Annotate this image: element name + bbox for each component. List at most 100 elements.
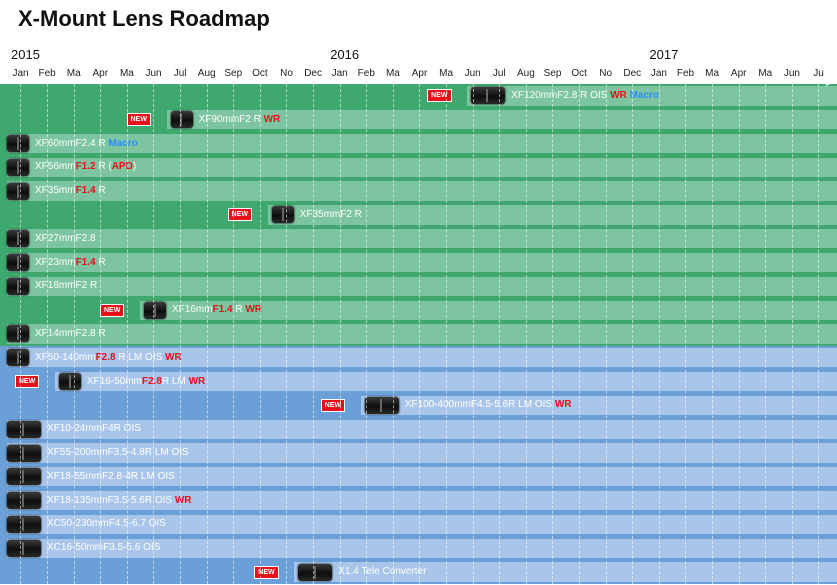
lens-name: XF56mmF1.2 R (APD) [35,161,137,173]
lens-row: XF50-140mmF2.8 R LM OIS WR [0,345,837,370]
lens-availability-bar [7,443,837,463]
month-gridline [259,84,261,584]
lens-icon [170,111,193,129]
month-label: Oct [252,68,268,79]
lens-name: XF27mmF2.8 [35,232,96,244]
lens-icon [7,230,29,248]
month-label: No [280,68,293,79]
lens-availability-bar [7,419,837,439]
lens-row: NEW XF16mmF1.4 R WR [0,298,837,323]
lens-row: NEW X1.4 Tele Converter [0,560,837,584]
month-gridline [419,84,421,584]
lens-name: XF55-200mmF3.5-4.8R LM OIS [47,447,189,459]
lens-name: XC16-50mmF3.5-5.6 OIS [47,542,161,554]
month-label: No [599,68,613,79]
lens-row: XF18-135mmF3.5-5.6R OIS WR [0,488,837,513]
month-label: Ma [119,68,134,79]
month-label: Ma [439,68,454,79]
lens-availability-bar [7,491,837,511]
month-label: Jan [331,68,348,79]
month-label: Jun [464,68,481,79]
lens-row: XF60mmF2.4 R Macro [0,131,837,156]
lens-icon [7,182,29,200]
month-gridline [552,84,554,584]
month-label: Dec [304,68,322,79]
month-label: Sep [224,68,243,79]
lens-row: XC50-230mmF4.5-6.7 OIS [0,512,837,537]
page-title: X-Mount Lens Roadmap [18,6,270,31]
month-gridline [153,84,155,584]
month-gridline [578,84,580,584]
lens-availability-bar [360,395,837,416]
month-gridline [525,84,527,584]
lens-name: XF18-135mmF3.5-5.6R OIS WR [47,494,192,506]
new-badge: NEW [427,89,452,103]
month-label: Jun [145,68,162,79]
lens-availability-bar [7,324,837,344]
lens-icon [7,277,29,295]
month-gridline [472,84,474,584]
lens-icon [7,515,41,533]
lens-icon [7,349,29,367]
month-gridline [499,84,501,584]
year-label-2017: 2017 [649,47,679,62]
lens-icon [58,373,81,391]
lens-icon [7,468,41,486]
lens-icon [7,539,41,557]
month-gridline [685,84,687,584]
month-label: Feb [676,68,695,79]
lens-row: XF10-24mmF4R OIS [0,417,837,442]
new-badge: NEW [14,375,40,389]
month-label: Aug [197,68,216,79]
month-gridline [632,84,634,584]
lens-icon [7,135,29,152]
lens-icon [271,206,294,224]
lens-availability-bar [7,252,837,273]
month-gridline [100,84,102,584]
lens-name: X1.4 Tele Converter [338,566,427,578]
lens-row: XC16-50mmF3.5-5.6 OIS [0,536,837,561]
lens-name: XF35mmF2 R [299,208,362,220]
lens-row: XF23mmF1.4 R [0,250,837,275]
lens-row: XF27mmF2.8 [0,226,837,251]
month-gridline [658,84,660,584]
lens-row: NEW XF120mmF2.8 R OIS WR Macro [0,84,837,108]
lens-row: XF35mmF1.4 R [0,179,837,204]
month-label: Jul [492,68,506,79]
month-gridline [366,84,368,584]
lens-row: XF56mmF1.2 R (APD) [0,155,837,180]
lens-name: XF10-24mmF4R OIS [47,423,141,435]
month-label: Feb [38,68,56,79]
month-gridline [605,84,607,584]
month-gridline [179,84,181,584]
new-badge: NEW [100,303,125,317]
month-gridline [765,84,767,584]
lens-row: XF18mmF2 R [0,274,837,299]
month-gridline [339,84,341,584]
month-label: Apr [730,68,747,79]
lens-icon [7,420,41,438]
month-gridline [20,84,22,584]
month-label: Jun [783,68,800,79]
month-label: Ma [66,68,81,79]
lens-availability-bar [140,300,837,320]
new-badge: NEW [254,565,279,579]
month-gridline [818,84,820,584]
month-label: Ju [813,68,824,79]
month-gridline [312,84,314,584]
lens-name: XF90mmF2 R WR [198,113,281,125]
month-label: Jan [650,68,667,79]
lens-name: XF35mmF1.4 R [35,185,106,197]
lens-availability-bar [7,467,837,487]
year-label-2016: 2016 [330,47,360,62]
lens-name: XF60mmF2.4 R Macro [35,137,138,149]
lens-icon [144,301,166,319]
month-gridline [286,84,288,584]
new-badge: NEW [320,398,346,412]
lens-row: XF14mmF2.8 R [0,322,837,346]
lens-name: XF18mmF2 R [35,280,98,292]
month-gridline [738,84,740,584]
lens-icon [7,254,29,272]
month-gridline [233,84,235,584]
month-label: Feb [357,68,375,79]
